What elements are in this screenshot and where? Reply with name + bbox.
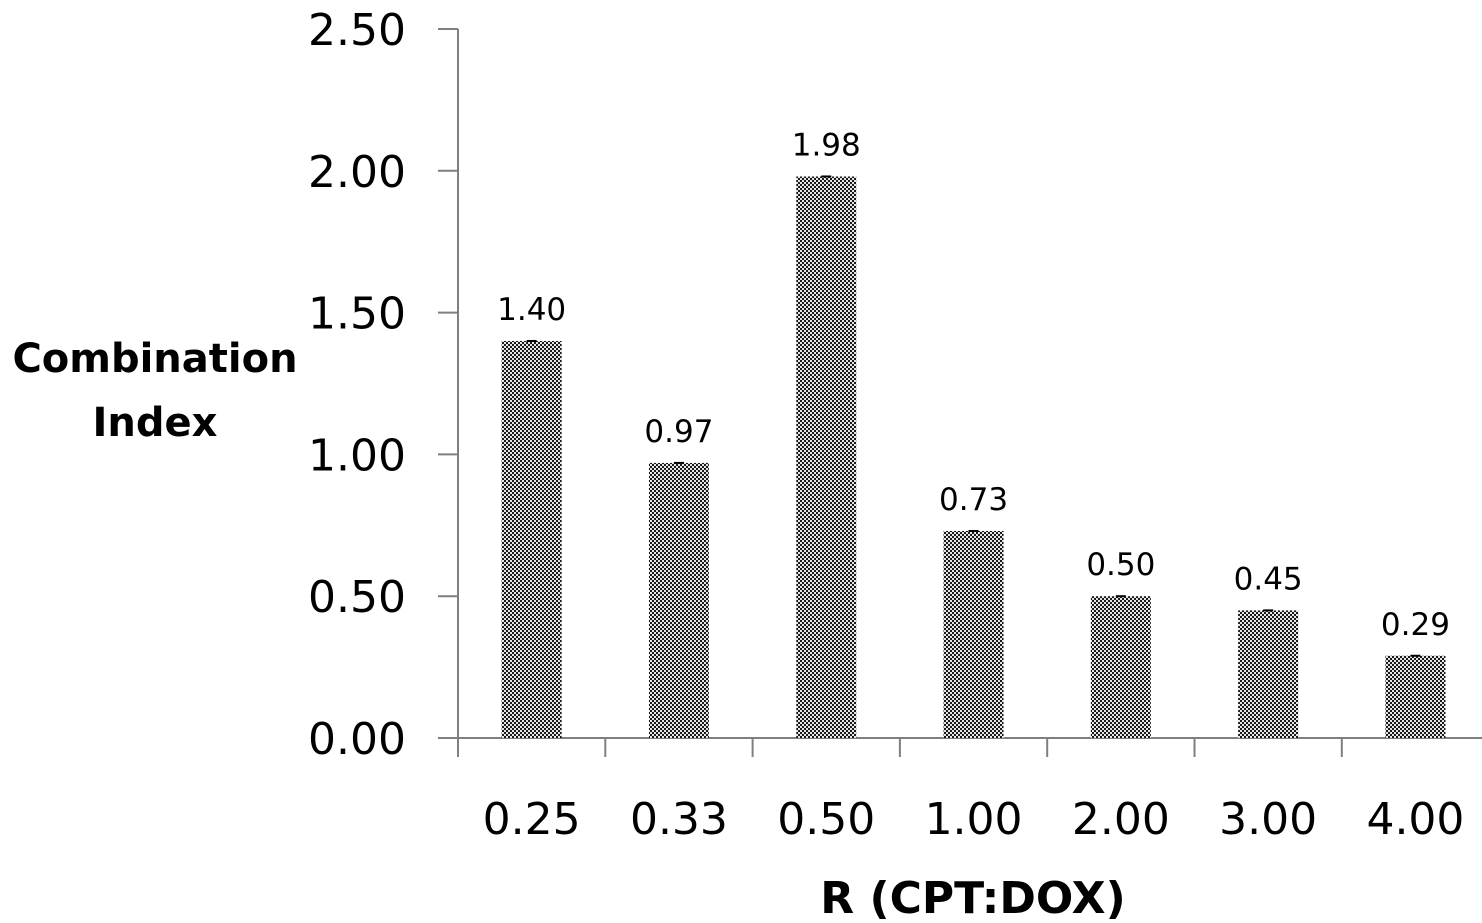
bar — [648, 462, 709, 738]
y-axis-label-line-1: Combination — [12, 336, 297, 382]
x-tick-label: 2.00 — [1072, 794, 1170, 845]
x-tick-label: 0.33 — [630, 794, 728, 845]
data-label: 0.50 — [1086, 547, 1155, 583]
bar — [943, 530, 1004, 738]
x-tick-label: 3.00 — [1219, 794, 1317, 845]
tick-labels: 0.00 0.50 1.00 1.50 2.00 2.50 0.25 0.33 0.50 1.00… — [308, 5, 1464, 845]
y-tick-label: 1.50 — [308, 289, 406, 340]
y-tick-label: 1.00 — [308, 430, 406, 481]
bar — [1385, 655, 1446, 738]
bar — [1238, 610, 1299, 738]
data-label: 0.45 — [1234, 561, 1303, 597]
x-tick-label: 1.00 — [925, 794, 1023, 845]
y-tick-label: 0.00 — [308, 714, 406, 765]
y-tick-label: 2.00 — [308, 147, 406, 198]
bar — [1090, 596, 1151, 738]
bars — [501, 175, 1446, 739]
x-tick-label: 0.25 — [483, 794, 581, 845]
y-axis-label-line-2: Index — [93, 400, 218, 446]
x-tick-label: 0.50 — [777, 794, 875, 845]
y-tick-label: 2.50 — [308, 5, 406, 56]
bar — [796, 176, 857, 739]
data-label: 1.98 — [792, 127, 861, 163]
data-label: 0.97 — [644, 414, 713, 450]
x-axis-label: R (CPT:DOX) — [820, 873, 1125, 923]
data-label: 0.73 — [939, 482, 1008, 518]
data-labels: 1.40 0.97 1.98 0.73 0.50 0.45 0.29 — [497, 127, 1450, 642]
y-tick-label: 0.50 — [308, 572, 406, 623]
bar — [501, 340, 562, 738]
data-label: 1.40 — [497, 292, 566, 328]
x-tick-label: 4.00 — [1366, 794, 1464, 845]
data-label: 0.29 — [1381, 607, 1450, 643]
axes — [438, 28, 1482, 757]
